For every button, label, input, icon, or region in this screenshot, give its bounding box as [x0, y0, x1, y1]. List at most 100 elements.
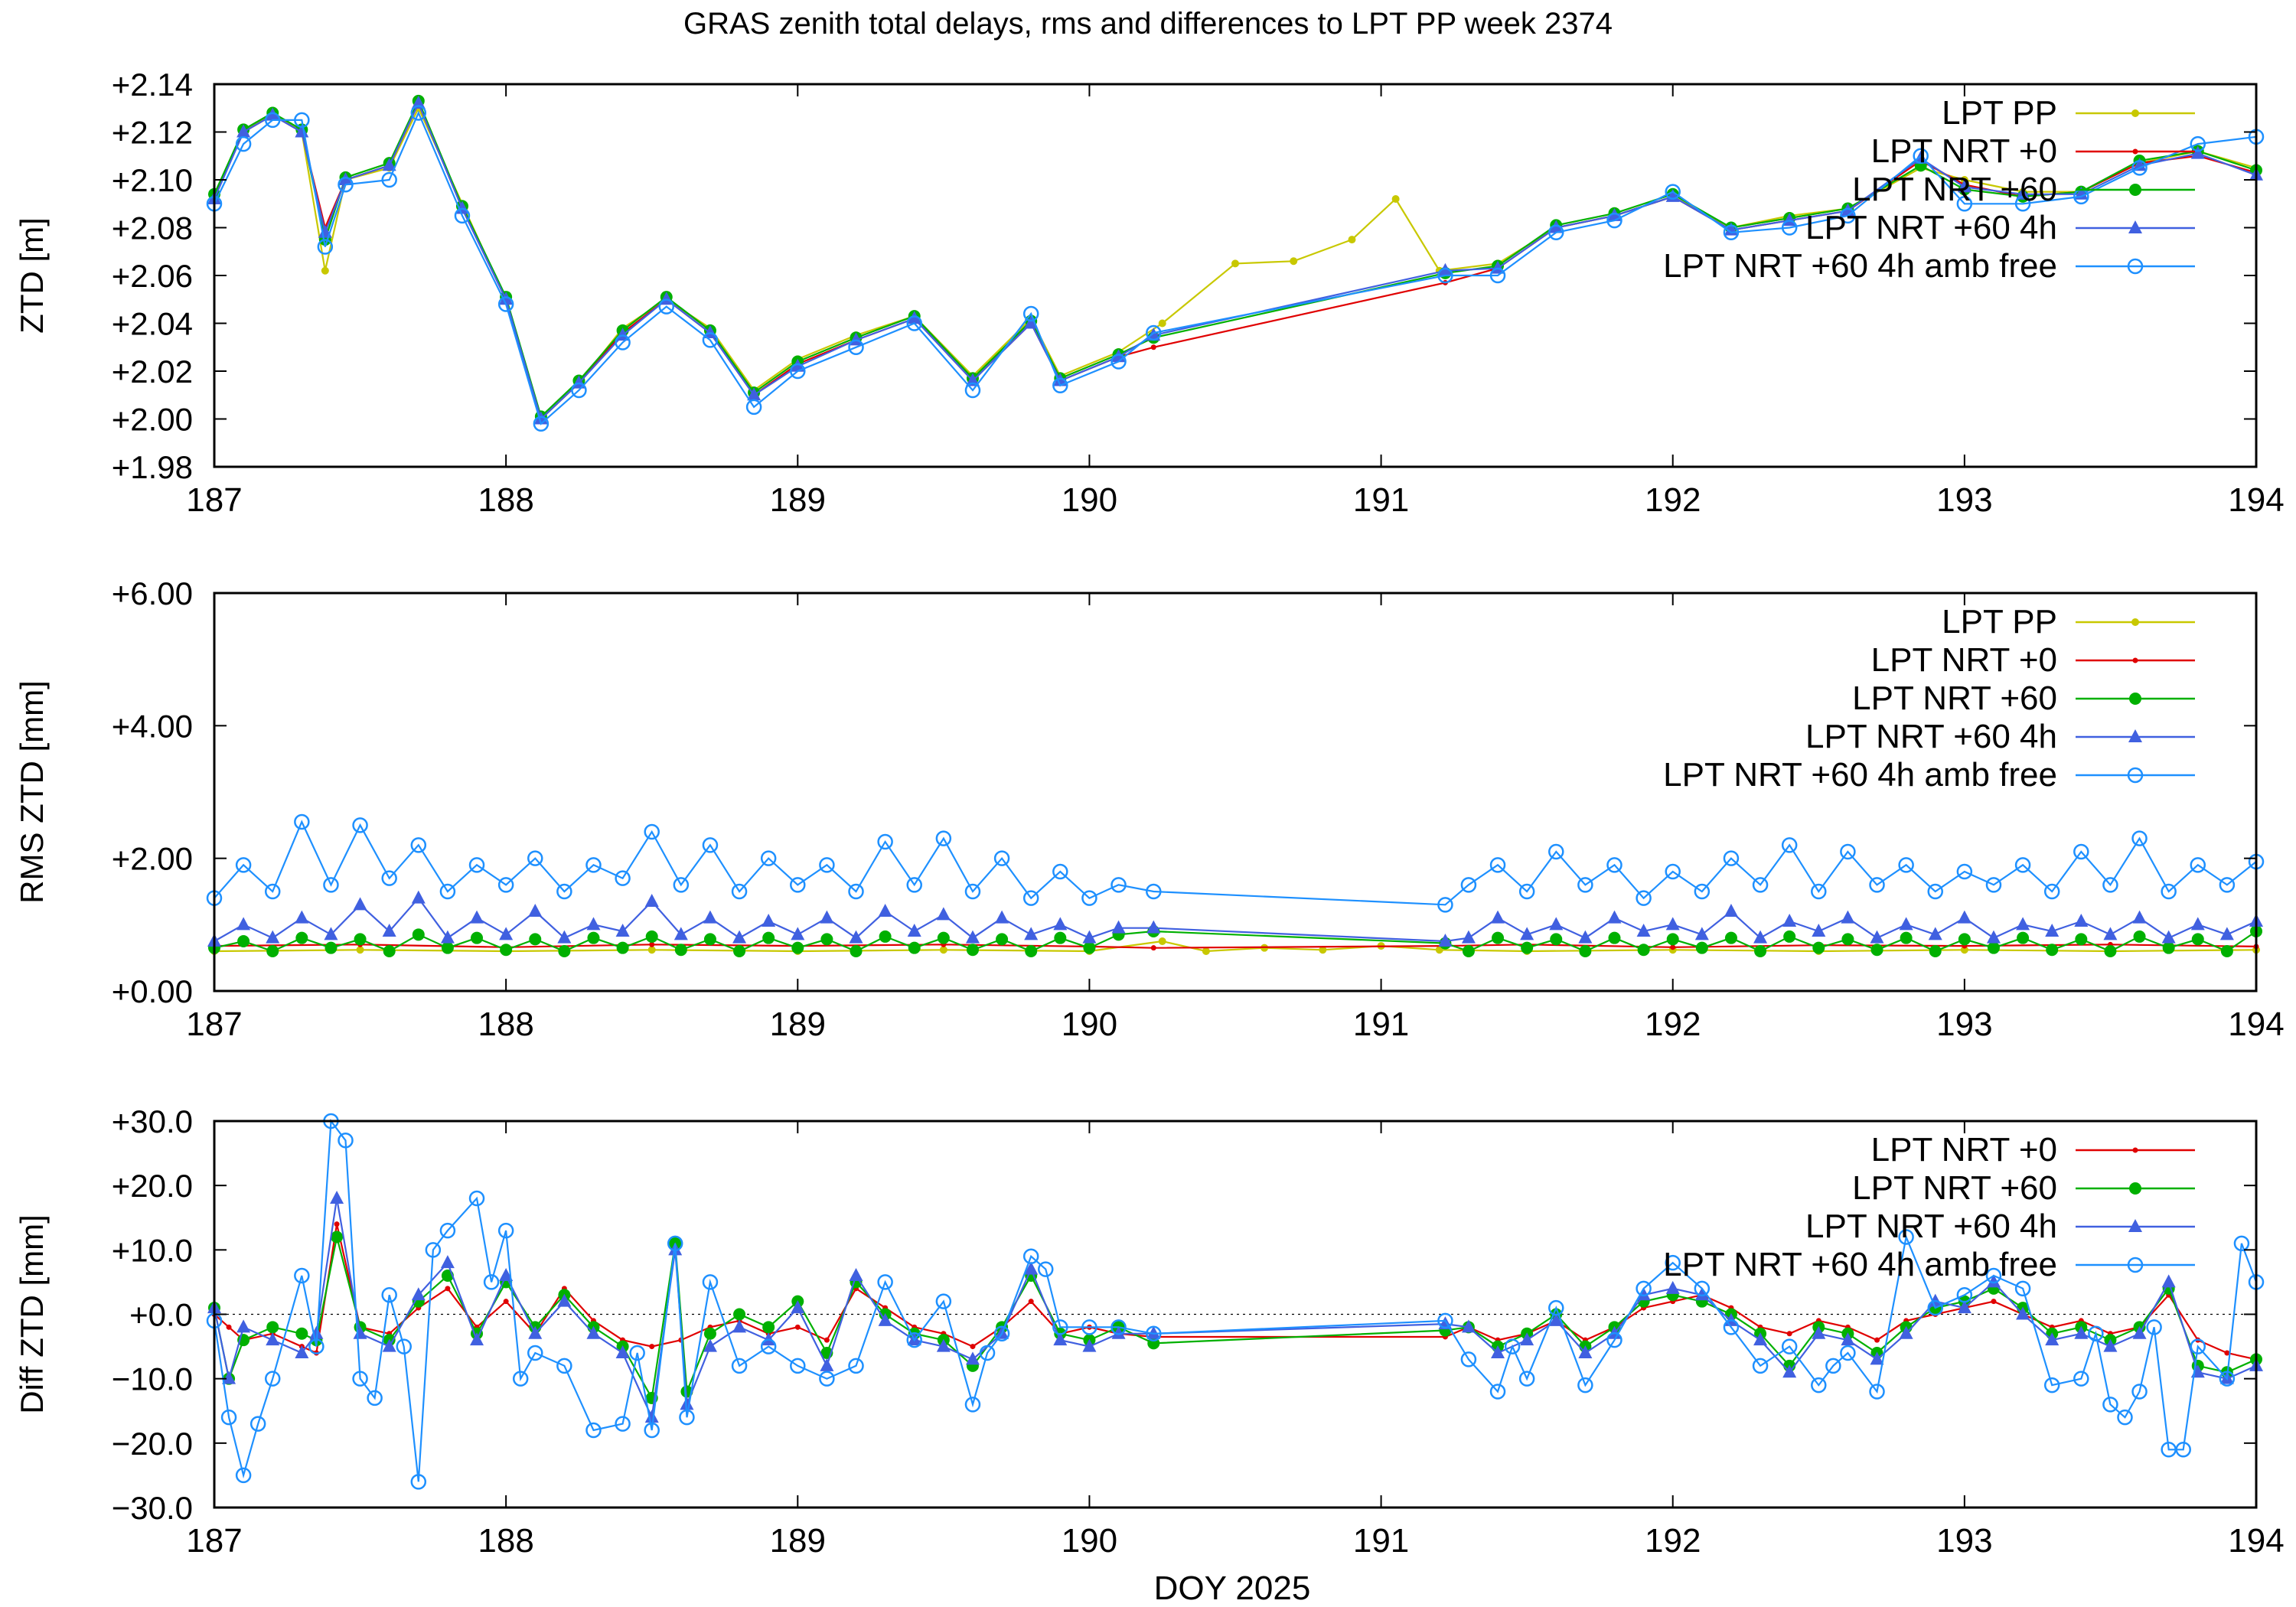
- data-point: [1782, 914, 1797, 927]
- data-point: [762, 1321, 775, 1334]
- legend-marker: [2128, 220, 2142, 233]
- data-point: [1110, 354, 1127, 370]
- data-point: [939, 946, 947, 954]
- data-point: [2132, 158, 2147, 171]
- x-tick-label: 190: [1062, 1522, 1117, 1560]
- data-point: [2162, 941, 2175, 954]
- data-point: [993, 1325, 1010, 1341]
- data-point: [878, 904, 892, 917]
- data-point: [330, 1191, 344, 1204]
- data-point: [1986, 1274, 2001, 1288]
- data-point: [586, 1325, 601, 1339]
- legend-marker: [2132, 148, 2138, 155]
- data-point: [790, 1358, 806, 1374]
- data-point: [2043, 883, 2060, 900]
- data-point: [1786, 1331, 1792, 1337]
- y-tick-label: +30.0: [112, 1103, 193, 1139]
- data-point: [1781, 1338, 1798, 1354]
- x-tick-label: 192: [1645, 481, 1701, 519]
- y-tick-label: +2.10: [112, 162, 193, 198]
- data-point: [440, 1255, 455, 1269]
- data-point: [1670, 944, 1676, 950]
- series-lpt-nrt-60-4h: [207, 890, 2263, 947]
- x-tick-label: 191: [1353, 481, 1409, 519]
- x-tick-label: 189: [770, 481, 826, 519]
- data-point: [760, 1338, 777, 1354]
- data-point: [1052, 863, 1068, 880]
- data-point: [615, 1416, 631, 1432]
- data-point: [644, 823, 660, 840]
- data-point: [1665, 863, 1681, 880]
- data-point: [323, 877, 339, 893]
- data-point: [236, 124, 251, 138]
- data-point: [970, 1344, 976, 1350]
- data-point: [266, 945, 279, 957]
- data-point: [649, 941, 655, 947]
- data-point: [644, 1422, 660, 1439]
- x-tick-label: 194: [2228, 1006, 2284, 1043]
- data-point: [1577, 1377, 1593, 1393]
- data-point: [1956, 196, 1973, 212]
- legend-marker: [2132, 1147, 2138, 1153]
- legend-label: LPT NRT +60: [1852, 680, 2057, 717]
- data-point: [500, 944, 513, 957]
- data-point: [906, 315, 922, 331]
- legend-label: LPT NRT +60 4h: [1805, 1208, 2057, 1245]
- data-point: [2014, 196, 2031, 212]
- data-point: [733, 945, 746, 957]
- series-line: [214, 820, 2257, 906]
- y-tick-label: +0.0: [129, 1297, 193, 1333]
- x-tick-label: 189: [770, 1522, 826, 1560]
- data-point: [295, 1345, 309, 1358]
- data-point: [703, 910, 717, 924]
- data-point: [965, 373, 980, 386]
- data-point: [629, 1345, 645, 1361]
- data-point: [470, 1332, 484, 1346]
- data-point: [571, 382, 587, 399]
- data-point: [1146, 1325, 1162, 1341]
- data-point: [1083, 941, 1096, 954]
- legend-marker: [2129, 184, 2141, 196]
- data-point: [1489, 1384, 1506, 1400]
- data-point: [731, 883, 748, 900]
- data-point: [295, 124, 309, 138]
- data-point: [1577, 877, 1593, 893]
- data-point: [1957, 910, 1971, 924]
- y-tick-label: +20.0: [112, 1168, 193, 1204]
- data-point: [1694, 927, 1709, 940]
- data-point: [964, 382, 981, 399]
- data-point: [2102, 877, 2118, 893]
- data-point: [558, 945, 571, 957]
- data-point: [1520, 1332, 1534, 1346]
- data-point: [1579, 945, 1592, 957]
- x-tick-label: 187: [186, 1006, 242, 1043]
- data-point: [1435, 946, 1443, 954]
- data-point: [468, 857, 485, 873]
- data-point: [2075, 933, 2088, 946]
- data-point: [2045, 924, 2060, 937]
- y-tick-label: −10.0: [112, 1361, 193, 1397]
- data-point: [1024, 927, 1039, 940]
- data-point: [1898, 857, 1914, 873]
- data-point: [936, 1338, 951, 1352]
- data-point: [879, 930, 892, 943]
- data-point: [1665, 184, 1681, 200]
- data-point: [1665, 1280, 1680, 1294]
- data-point: [295, 931, 308, 944]
- data-point: [1518, 1371, 1535, 1387]
- data-point: [471, 931, 484, 944]
- data-point: [2190, 917, 2205, 931]
- data-point: [499, 1268, 514, 1281]
- data-point: [965, 930, 980, 944]
- data-point: [2131, 1384, 2148, 1400]
- data-point: [1754, 945, 1767, 957]
- data-point: [1024, 315, 1039, 329]
- data-point: [512, 1371, 529, 1387]
- data-point: [454, 207, 471, 224]
- data-point: [249, 1416, 266, 1432]
- data-point: [1231, 259, 1239, 268]
- y-tick-label: +2.06: [112, 258, 193, 294]
- data-point: [1518, 883, 1535, 900]
- data-point: [2190, 857, 2206, 873]
